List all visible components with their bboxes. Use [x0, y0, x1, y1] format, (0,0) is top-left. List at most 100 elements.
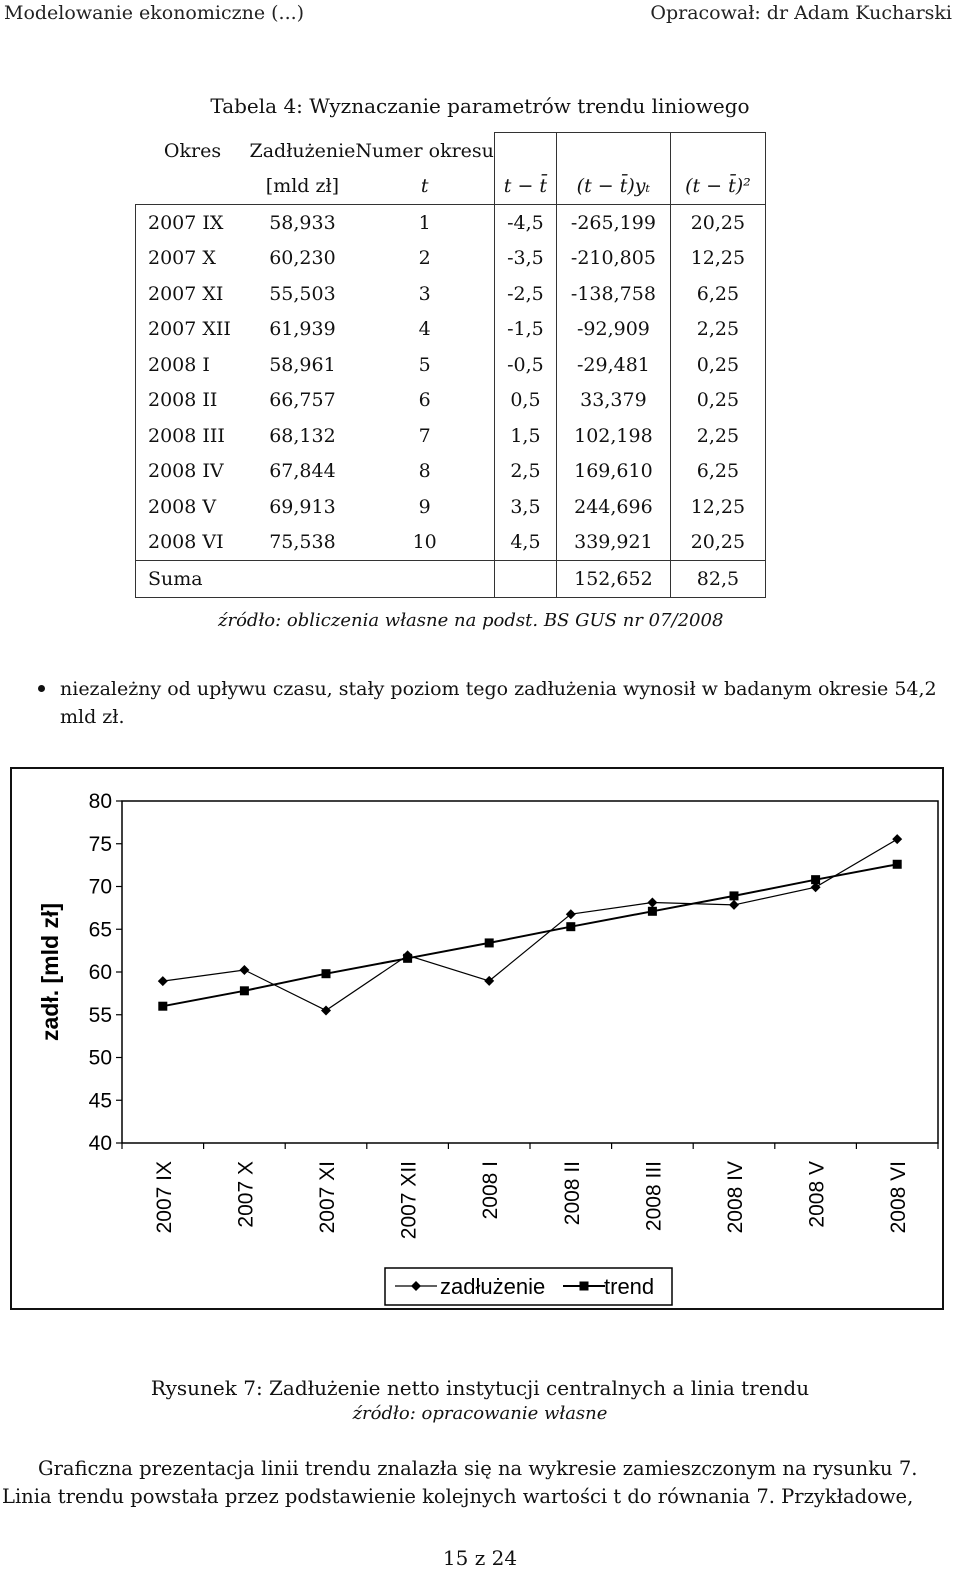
cell-t-yt: 102,198 — [555, 418, 671, 454]
cell-okres: 2008 III — [135, 418, 250, 454]
cell-zadluzenie: 60,230 — [269, 247, 336, 270]
cell-t: 4 — [355, 311, 495, 347]
cell-t-minus-tbar: -2,5 — [507, 282, 544, 305]
x-tick-label: 2007 IX — [153, 1161, 176, 1233]
table-row: 2007 IX 58,933 1 -4,5 -265,199 20,25 — [135, 204, 766, 241]
cell-t-squared: 2,25 — [669, 311, 766, 347]
table-row: 2008 II 66,757 6 0,5 33,379 0,25 — [135, 382, 766, 418]
cell-t-squared: 12,25 — [669, 240, 766, 276]
cell-t: 8 — [355, 453, 495, 489]
chart-frame: 80 75 70 65 60 55 50 45 40 2007 IX 2007 X 2007 XI 20… — [10, 767, 944, 1310]
cell-t-yt: 33,379 — [555, 382, 671, 418]
data-point-trend — [647, 906, 657, 916]
data-point-trend — [321, 969, 331, 979]
cell-t: 10 — [355, 524, 495, 561]
data-point-trend — [566, 922, 576, 932]
cell-t-squared: 12,25 — [669, 489, 766, 525]
data-point-trend — [729, 891, 739, 901]
cell-t-minus-tbar: 3,5 — [510, 495, 541, 518]
y-tick-label: 55 — [89, 1004, 112, 1027]
data-point-zadłużenie — [729, 899, 739, 910]
line-chart: 80 75 70 65 60 55 50 45 40 2007 IX 2007 X 2007 XI 20… — [37, 790, 939, 1306]
header-t-yt: (t − t̄)yₜ — [555, 168, 671, 205]
cell-zadluzenie: 58,961 — [269, 353, 336, 376]
cell-okres: 2007 XI — [135, 276, 250, 312]
cell-t-yt: -210,805 — [555, 240, 671, 276]
table-sum-row: Suma 152,652 82,5 — [135, 560, 766, 598]
table-row: 2008 IV 67,844 8 2,5 169,610 6,25 — [135, 453, 766, 489]
page-number: 15 z 24 — [442, 1546, 518, 1570]
trend-table: Okres Zadłużenie Numer okresu [mld zł] t… — [135, 132, 766, 598]
y-tick-label: 45 — [89, 1089, 112, 1112]
cell-t: 2 — [355, 240, 495, 276]
data-point-trend — [158, 1001, 168, 1011]
data-point-trend — [892, 859, 902, 869]
cell-zadluzenie: 66,757 — [269, 389, 336, 412]
bullet-dot-icon — [38, 685, 45, 692]
table-row: 2008 V 69,913 9 3,5 244,696 12,25 — [135, 489, 766, 525]
data-point-zadłużenie — [157, 976, 168, 987]
data-point-trend — [403, 953, 413, 963]
cell-t-minus-tbar: 4,5 — [510, 531, 541, 554]
cell-t-minus-tbar: -1,5 — [507, 318, 544, 341]
x-tick-label: 2008 VI — [887, 1161, 910, 1233]
cell-t-squared: 6,25 — [669, 276, 766, 312]
data-point-zadłużenie — [321, 1005, 331, 1016]
table-row: 2007 XI 55,503 3 -2,5 -138,758 6,25 — [135, 276, 766, 312]
x-tick-label: 2008 III — [642, 1161, 665, 1231]
header-unit: [mld zł] — [265, 175, 340, 198]
y-tick-label: 65 — [89, 918, 112, 941]
cell-t-squared: 6,25 — [669, 453, 766, 489]
cell-zadluzenie: 58,933 — [249, 204, 356, 241]
cell-okres: 2008 IV — [135, 453, 250, 489]
series-line-trend — [162, 863, 898, 1008]
cell-t-squared: 2,25 — [669, 418, 766, 454]
cell-t-minus-tbar: 2,5 — [510, 460, 541, 483]
cell-t-yt: 339,921 — [555, 524, 671, 561]
x-tick-label: 2008 II — [561, 1161, 584, 1225]
header-numer-okresu: Numer okresu — [355, 139, 494, 162]
data-point-zadłużenie — [892, 834, 903, 845]
cell-t: 1 — [355, 204, 495, 241]
cell-t: 7 — [355, 418, 495, 454]
cell-zadluzenie: 55,503 — [269, 282, 336, 305]
figure-source: źródło: opracowanie własne — [352, 1403, 608, 1424]
figure-caption: Rysunek 7: Zadłużenie netto instytucji c… — [150, 1376, 810, 1400]
sum-t-yt: 152,652 — [555, 560, 671, 598]
sum-label: Suma — [135, 560, 250, 598]
x-tick-label: 2008 IV — [724, 1161, 747, 1233]
cell-okres: 2008 V — [135, 489, 250, 525]
body-paragraph: Graficzna prezentacja linii trendu znala… — [0, 1455, 952, 1511]
table-row: 2007 XII 61,939 4 -1,5 -92,909 2,25 — [135, 311, 766, 347]
cell-zadluzenie: 69,913 — [269, 495, 336, 518]
table-source: źródło: obliczenia własne na podst. BS G… — [218, 610, 724, 631]
cell-zadluzenie: 67,844 — [269, 460, 336, 483]
cell-t-minus-tbar: 1,5 — [510, 424, 541, 447]
y-tick-label: 75 — [89, 833, 112, 856]
header-okres: Okres — [163, 139, 222, 162]
cell-t: 6 — [355, 382, 495, 418]
table-row: 2008 VI 75,538 10 4,5 339,921 20,25 — [135, 524, 766, 561]
header-t: t — [420, 175, 429, 198]
series-line-zadłużenie — [162, 838, 898, 1012]
cell-t-yt: 169,610 — [555, 453, 671, 489]
cell-t: 9 — [355, 489, 495, 525]
data-point-zadłużenie — [484, 975, 495, 986]
table-header-row-1: Okres Zadłużenie Numer okresu — [136, 132, 766, 169]
table-row: 2007 X 60,230 2 -3,5 -210,805 12,25 — [135, 240, 766, 276]
bullet-line-2: mld zł. — [60, 706, 125, 728]
x-tick-label: 2007 X — [234, 1161, 257, 1228]
data-point-trend — [484, 938, 494, 948]
cell-t-squared: 20,25 — [669, 524, 766, 561]
paragraph-line-1: Graficzna prezentacja linii trendu znala… — [38, 1457, 918, 1480]
sum-t-squared: 82,5 — [669, 560, 766, 598]
bullet-line-1: niezależny od upływu czasu, stały poziom… — [60, 678, 937, 700]
legend-label: zadłużenie — [440, 1274, 545, 1299]
x-tick-label: 2007 XI — [316, 1161, 339, 1233]
y-tick-label: 40 — [89, 1132, 112, 1155]
table-header-row-2: [mld zł] t t − t̄ (t − t̄)yₜ (t − t̄)² — [136, 168, 766, 205]
cell-t-yt: 244,696 — [555, 489, 671, 525]
data-point-zadłużenie — [239, 965, 250, 976]
cell-t-yt: -29,481 — [555, 347, 671, 383]
running-header-left: Modelowanie ekonomiczne (...) — [4, 2, 305, 24]
